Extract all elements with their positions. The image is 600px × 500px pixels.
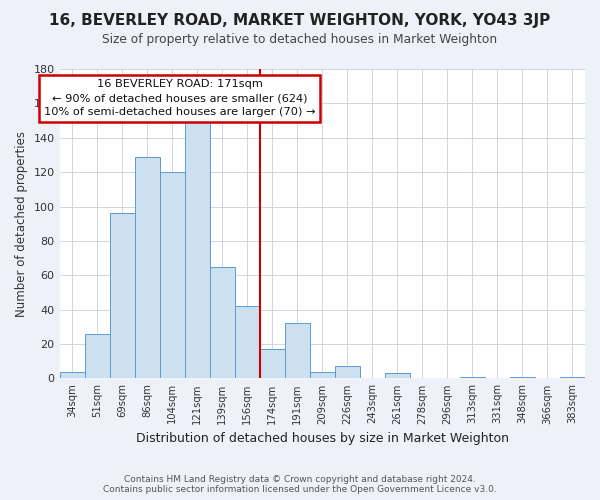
Bar — [460, 376, 485, 378]
Bar — [160, 172, 185, 378]
Text: Contains HM Land Registry data © Crown copyright and database right 2024.: Contains HM Land Registry data © Crown c… — [124, 475, 476, 484]
Bar — [385, 374, 410, 378]
Bar — [260, 349, 285, 378]
Bar — [285, 324, 310, 378]
X-axis label: Distribution of detached houses by size in Market Weighton: Distribution of detached houses by size … — [136, 432, 509, 445]
Bar — [134, 156, 160, 378]
Bar — [510, 376, 535, 378]
Text: 16 BEVERLEY ROAD: 171sqm
← 90% of detached houses are smaller (624)
10% of semi-: 16 BEVERLEY ROAD: 171sqm ← 90% of detach… — [44, 80, 316, 118]
Bar — [335, 366, 360, 378]
Text: Contains public sector information licensed under the Open Government Licence v3: Contains public sector information licen… — [103, 485, 497, 494]
Text: Size of property relative to detached houses in Market Weighton: Size of property relative to detached ho… — [103, 32, 497, 46]
Bar — [59, 372, 85, 378]
Bar — [185, 120, 209, 378]
Y-axis label: Number of detached properties: Number of detached properties — [15, 130, 28, 316]
Bar — [110, 214, 134, 378]
Bar — [209, 266, 235, 378]
Bar — [560, 376, 585, 378]
Bar — [235, 306, 260, 378]
Bar — [85, 334, 110, 378]
Text: 16, BEVERLEY ROAD, MARKET WEIGHTON, YORK, YO43 3JP: 16, BEVERLEY ROAD, MARKET WEIGHTON, YORK… — [49, 12, 551, 28]
Bar — [310, 372, 335, 378]
